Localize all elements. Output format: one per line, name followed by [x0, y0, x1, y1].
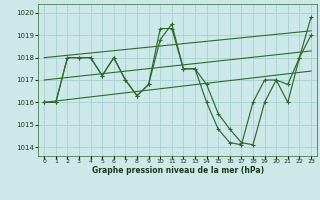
X-axis label: Graphe pression niveau de la mer (hPa): Graphe pression niveau de la mer (hPa): [92, 166, 264, 175]
